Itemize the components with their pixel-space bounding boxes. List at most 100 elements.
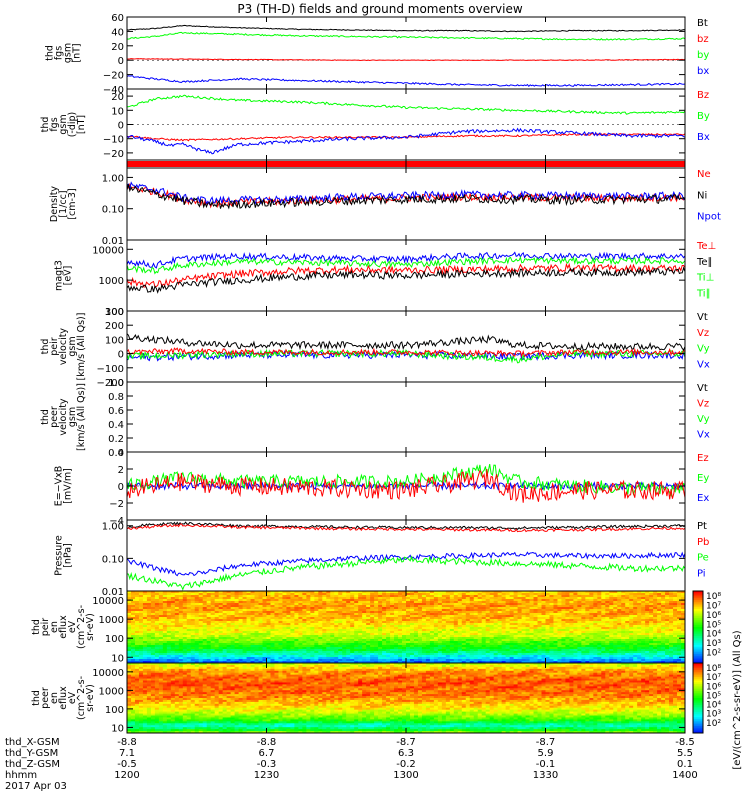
spectrogram-cell (202, 607, 208, 610)
spectrogram-cell (433, 631, 439, 634)
spectrogram-cell (465, 601, 471, 604)
y-axis-label: fgs (54, 46, 65, 60)
spectrogram-cell (497, 645, 503, 648)
spectrogram-cell (234, 607, 239, 610)
spectrogram-cell (158, 643, 164, 646)
spectrogram-cell (194, 617, 200, 620)
spectrogram-cell (290, 595, 295, 598)
spectrogram-cell (433, 625, 439, 628)
spectrogram-cell (258, 615, 263, 618)
spectrogram-cell (134, 605, 140, 608)
spectrogram-cell (382, 615, 387, 618)
spectrogram-cell (509, 637, 515, 640)
y-tick-label: 4 (118, 448, 124, 459)
spectrogram-cell (194, 613, 200, 616)
spectrogram-cell (338, 617, 343, 620)
spectrogram-cell (501, 617, 507, 620)
spectrogram-cell (290, 645, 295, 648)
spectrogram-cell (437, 659, 443, 662)
spectrogram-cell (318, 593, 323, 596)
spectrogram-cell (469, 629, 475, 632)
spectrogram-cell (318, 611, 323, 614)
spectrogram-cell (142, 617, 148, 620)
spectrogram-cell (178, 635, 184, 638)
spectrogram-cell (274, 605, 279, 608)
spectrogram-cell (182, 657, 188, 660)
spectrogram-cell (150, 661, 156, 664)
spectrogram-cell (425, 639, 431, 642)
spectrogram-cell (461, 641, 467, 644)
spectrogram-cell (162, 655, 168, 658)
spectrogram-cell (358, 623, 363, 626)
spectrogram-cell (134, 633, 140, 636)
spectrogram-cell (250, 627, 255, 630)
spectrogram-cell (266, 661, 271, 664)
spectrogram-cell (230, 603, 236, 606)
spectrogram-cell (354, 645, 359, 648)
spectrogram-cell (461, 635, 467, 638)
spectrogram-cell (322, 649, 327, 652)
spectrogram-cell (262, 623, 267, 626)
spectrogram-cell (326, 617, 331, 620)
spectrogram-cell (374, 625, 379, 628)
spectrogram-cell (485, 639, 491, 642)
spectrogram-cell (473, 597, 479, 600)
spectrogram-cell (441, 607, 447, 610)
spectrogram-cell (461, 623, 467, 626)
spectrogram-cell (346, 609, 351, 612)
spectrogram-cell (517, 641, 522, 644)
spectrogram-cell (130, 655, 136, 658)
spectrogram-cell (242, 629, 247, 632)
spectrogram-cell (481, 613, 487, 616)
spectrogram-cell (310, 637, 315, 640)
spectrogram-cell (127, 611, 132, 614)
spectrogram-cell (517, 635, 522, 638)
spectrogram-cell (250, 629, 255, 632)
spectrogram-cell (127, 615, 132, 618)
spectrogram-cell (517, 645, 522, 648)
spectrogram-cell (386, 639, 391, 642)
y-tick-label: 0 (118, 350, 124, 361)
spectrogram-cell (314, 649, 319, 652)
spectrogram-cell (386, 643, 391, 646)
spectrogram-cell (342, 603, 347, 606)
spectrogram-cell (186, 611, 192, 614)
spectrogram-cell (366, 615, 371, 618)
spectrogram-cell (154, 631, 160, 634)
spectrogram-cell (226, 599, 232, 602)
spectrogram-cell (286, 625, 291, 628)
spectrogram-cell (338, 643, 343, 646)
spectrogram-cell (489, 601, 495, 604)
spectrogram-cell (354, 629, 359, 632)
spectrogram-cell (162, 595, 168, 598)
spectrogram-cell (481, 637, 487, 640)
spectrogram-cell (334, 629, 339, 632)
spectrogram-cell (326, 601, 331, 604)
spectrogram-cell (509, 591, 515, 594)
spectrogram-cell (386, 605, 391, 608)
spectrogram-cell (374, 641, 379, 644)
spectrogram-cell (242, 613, 247, 616)
spectrogram-cell (445, 593, 451, 596)
spectrogram-cell (150, 649, 156, 652)
spectrogram-cell (334, 609, 339, 612)
spectrogram-cell (226, 597, 232, 600)
spectrogram-cell (366, 655, 371, 658)
spectrogram-cell (314, 619, 319, 622)
spectrogram-cell (509, 623, 515, 626)
spectrogram-cell (326, 637, 331, 640)
spectrogram-cell (513, 605, 518, 608)
spectrogram-cell (398, 625, 403, 628)
spectrogram-cell (390, 659, 395, 662)
spectrogram-cell (206, 637, 212, 640)
spectrogram-cell (198, 619, 204, 622)
spectrogram-cell (178, 641, 184, 644)
spectrogram-cell (154, 623, 160, 626)
spectrogram-cell (170, 629, 176, 632)
spectrogram-cell (270, 635, 275, 638)
spectrogram-cell (138, 651, 144, 654)
spectrogram-cell (186, 641, 192, 644)
series-line-1 (126, 463, 686, 497)
spectrogram-cell (250, 653, 255, 656)
spectrogram-cell (318, 661, 323, 664)
